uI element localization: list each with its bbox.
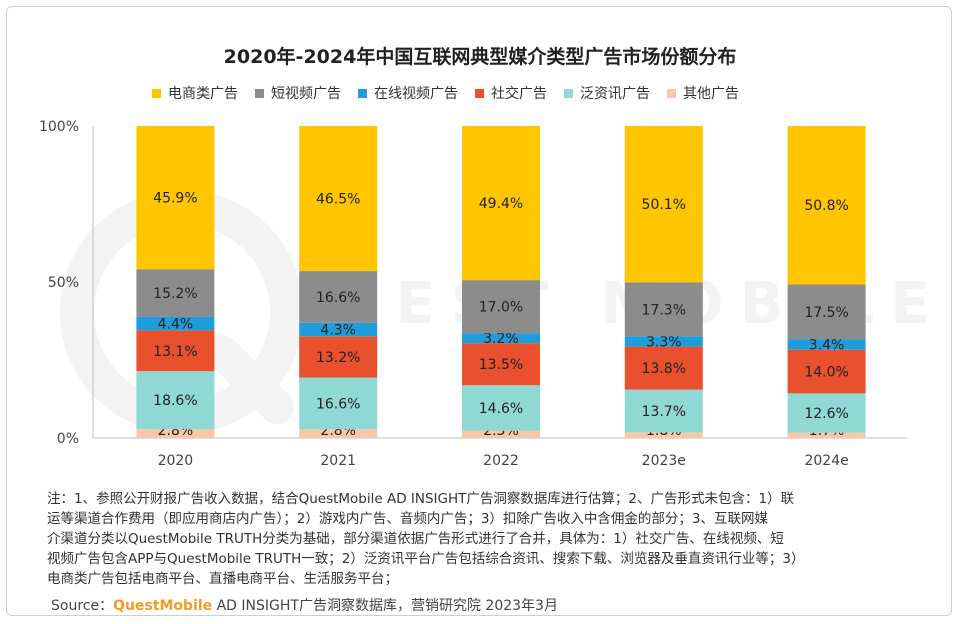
- bar-segment: [299, 336, 378, 378]
- data-label: 16.6%: [316, 396, 360, 412]
- data-label: 13.1%: [153, 344, 197, 360]
- legend-item: 社交广告: [475, 83, 547, 103]
- legend-swatch: [667, 88, 676, 98]
- bar-segment: [299, 322, 378, 337]
- data-label: 46.5%: [316, 192, 360, 208]
- y-tick-label: 0%: [57, 431, 79, 447]
- bar-segment: [787, 339, 866, 350]
- data-label: 13.8%: [642, 361, 686, 377]
- x-tick-label: 2023e: [642, 453, 686, 469]
- bar-segment: [462, 126, 540, 281]
- legend-label: 其他广告: [683, 86, 739, 102]
- legend-item: 泛资讯广告: [564, 83, 650, 103]
- bar-segment: [136, 371, 215, 430]
- bar-segment: [787, 432, 866, 438]
- bar-segment: [462, 280, 540, 334]
- data-label: 13.2%: [316, 350, 360, 366]
- legend-label: 电商类广告: [168, 86, 238, 102]
- legend-swatch: [152, 88, 161, 98]
- bar-segment: [462, 430, 540, 438]
- data-label: 3.3%: [646, 334, 682, 350]
- legend-swatch: [564, 88, 573, 98]
- data-label: 17.5%: [804, 305, 848, 321]
- bar-segment: [624, 282, 703, 337]
- legend-label: 在线视频广告: [374, 86, 458, 102]
- bar-segment: [624, 432, 703, 438]
- source-prefix: Source：: [51, 598, 114, 614]
- x-tick-label: 2020: [158, 453, 194, 469]
- data-label: 17.3%: [642, 302, 686, 318]
- chart-plot: 0%50%100%2.8%18.6%13.1%4.4%15.2%45.9%202…: [39, 119, 907, 469]
- legend-item: 在线视频广告: [358, 83, 458, 103]
- x-tick-label: 2021: [320, 453, 356, 469]
- data-label: 14.6%: [479, 401, 523, 417]
- source-text: AD INSIGHT广告洞察数据库，营销研究院 2023年3月: [212, 598, 558, 614]
- bar-segment: [299, 271, 378, 323]
- data-label: 49.4%: [479, 196, 523, 212]
- bar-segment: [787, 284, 866, 340]
- data-label: 4.4%: [158, 316, 194, 332]
- data-label: 13.7%: [642, 404, 686, 420]
- legend-item: 其他广告: [667, 83, 739, 103]
- data-label: 3.2%: [483, 331, 519, 347]
- data-label: 17.0%: [479, 300, 523, 316]
- chart-legend: 电商类广告 短视频广告 在线视频广告 社交广告 泛资讯广告 其他广告: [152, 81, 756, 105]
- legend-label: 泛资讯广告: [580, 86, 650, 102]
- source-brand: QuestMobile: [113, 598, 213, 614]
- legend-swatch: [358, 88, 367, 98]
- bar-segment: [624, 389, 703, 433]
- data-label: 16.6%: [316, 290, 360, 306]
- bar-segment: [787, 349, 866, 394]
- data-label: 15.2%: [153, 286, 197, 302]
- data-label: 4.3%: [320, 323, 356, 339]
- data-label: 14.0%: [804, 365, 848, 381]
- legend-item: 电商类广告: [152, 83, 238, 103]
- chart-frame: QUEST MOBILE 2020年-2024年中国互联网典型媒介类型广告市场份…: [6, 6, 952, 616]
- bar-segment: [624, 346, 703, 390]
- bar-segment: [787, 393, 866, 433]
- bar-segment: [787, 126, 866, 285]
- legend-item: 短视频广告: [255, 83, 341, 103]
- bar-segment: [462, 343, 540, 386]
- bar-segment: [136, 316, 215, 331]
- bar-segment: [299, 377, 378, 430]
- bar-segment: [462, 333, 540, 344]
- bar-segment: [462, 385, 540, 431]
- data-label: 18.6%: [153, 393, 197, 409]
- y-tick-label: 100%: [39, 119, 79, 135]
- data-label: 3.4%: [809, 337, 845, 353]
- legend-label: 短视频广告: [271, 86, 341, 102]
- x-tick-label: 2022: [483, 453, 519, 469]
- data-label: 13.5%: [479, 357, 523, 373]
- chart-title: 2020年-2024年中国互联网典型媒介类型广告市场份额分布: [223, 46, 737, 68]
- legend-swatch: [255, 88, 264, 98]
- x-tick-label: 2024e: [804, 453, 848, 469]
- bar-segment: [299, 429, 378, 438]
- bar-segment: [624, 126, 703, 283]
- bar-segment: [136, 269, 215, 317]
- bar-segment: [136, 330, 215, 372]
- bar-segment: [299, 126, 378, 272]
- data-label: 45.9%: [153, 191, 197, 207]
- bar-segment: [136, 126, 215, 270]
- bar-segment: [624, 336, 703, 347]
- source-line: Source：QuestMobile AD INSIGHT广告洞察数据库，营销研…: [51, 595, 558, 615]
- bar-segment: [136, 429, 215, 438]
- y-tick-label: 50%: [48, 275, 79, 291]
- legend-swatch: [475, 88, 484, 98]
- data-label: 50.8%: [804, 198, 848, 214]
- footnote: 注：1、参照公开财报广告收入数据，结合QuestMobile AD INSIGH…: [47, 491, 805, 587]
- data-label: 12.6%: [804, 406, 848, 422]
- data-label: 50.1%: [642, 197, 686, 213]
- legend-label: 社交广告: [491, 86, 547, 102]
